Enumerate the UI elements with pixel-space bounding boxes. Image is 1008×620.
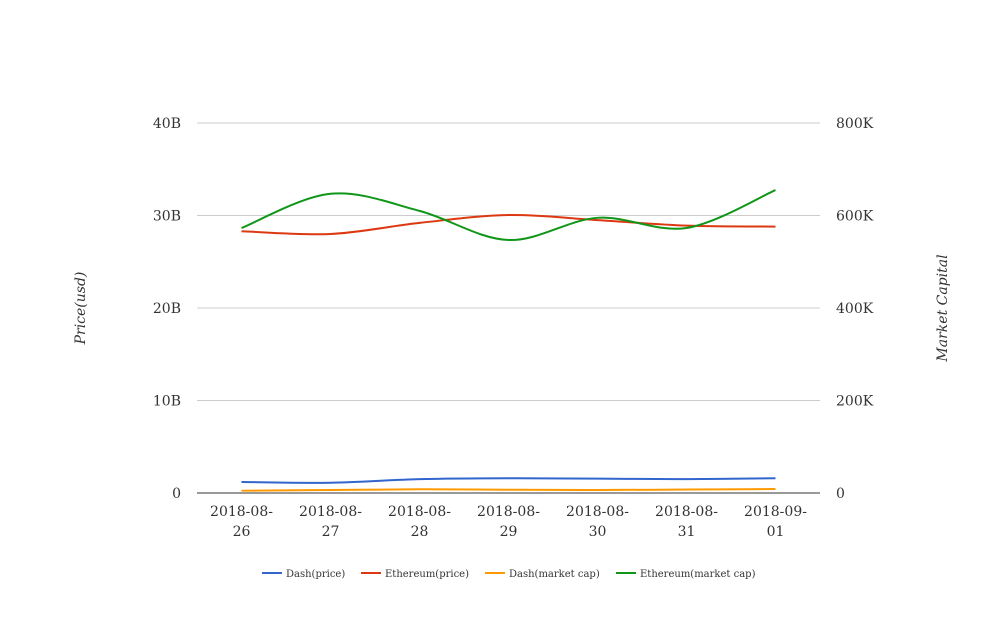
- right-tick-label: 200K: [836, 394, 874, 410]
- right-axis-ticks: 0 200K 400K 600K 800K: [836, 116, 874, 502]
- series-line: [241, 488, 776, 492]
- right-tick-label: 800K: [836, 116, 874, 132]
- right-tick-label: 0: [836, 486, 845, 502]
- right-tick-label: 400K: [836, 301, 874, 317]
- left-axis-label: Price(usd): [73, 272, 89, 346]
- left-tick-label: 30B: [153, 209, 181, 225]
- legend: Dash(price) Ethereum(price) Dash(market ca…: [262, 569, 756, 580]
- right-tick-label: 600K: [836, 209, 874, 225]
- right-axis-label: Market Capital: [935, 254, 951, 362]
- series-lines: [241, 189, 776, 492]
- legend-label: Ethereum(market cap): [640, 569, 756, 580]
- x-tick-label: 2018-08-29: [477, 504, 540, 540]
- left-axis-ticks: 0 10B 20B 30B 40B: [153, 116, 181, 502]
- x-tick-label: 2018-08-31: [655, 504, 718, 540]
- left-tick-label: 10B: [153, 394, 181, 410]
- x-tick-label: 2018-08-26: [210, 504, 273, 540]
- series-line: [241, 214, 776, 236]
- left-tick-label: 20B: [153, 301, 181, 317]
- legend-label: Dash(price): [286, 569, 345, 580]
- legend-label: Dash(market cap): [509, 569, 600, 580]
- legend-label: Ethereum(price): [385, 569, 469, 580]
- x-axis-ticks: 2018-08-26 2018-08-27 2018-08-28 2018-08-29…: [210, 504, 807, 540]
- left-tick-label: 0: [172, 486, 181, 502]
- x-tick-label: 2018-09-01: [744, 504, 807, 540]
- x-tick-label: 2018-08-30: [566, 504, 629, 540]
- series-line: [241, 189, 776, 242]
- left-tick-label: 40B: [153, 116, 181, 132]
- x-tick-label: 2018-08-27: [299, 504, 362, 540]
- x-tick-label: 2018-08-28: [388, 504, 451, 540]
- series-line: [241, 477, 776, 484]
- gridlines: [197, 122, 820, 401]
